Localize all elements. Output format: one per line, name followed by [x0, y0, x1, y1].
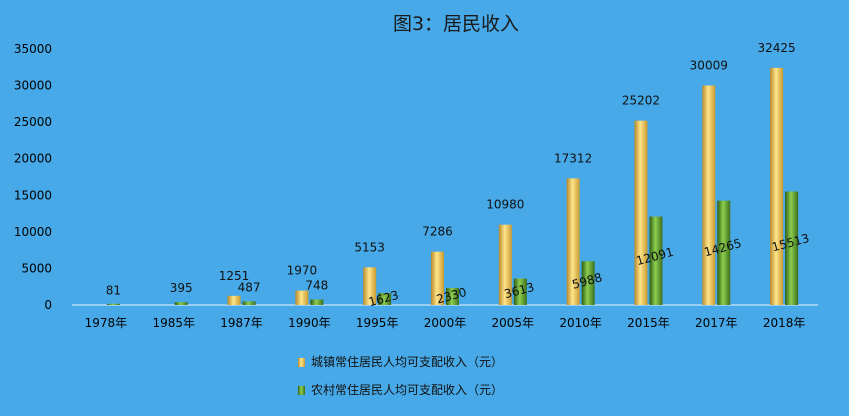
bar-rural	[378, 293, 392, 305]
chart-title: 图3：居民收入	[393, 13, 519, 35]
y-tick-label: 5000	[21, 261, 52, 275]
bar-urban	[295, 290, 309, 305]
x-tick-label: 2010年	[559, 316, 602, 330]
bar-rural	[785, 191, 799, 305]
x-tick-label: 1995年	[356, 316, 399, 330]
bar-urban	[227, 295, 241, 305]
legend: 城镇常住居民人均可支配收入（元） 农村常住居民人均可支配收入（元）	[298, 355, 503, 397]
x-tick-label: 1987年	[220, 316, 263, 330]
bar-urban	[498, 224, 512, 305]
bar-urban	[770, 67, 784, 305]
y-axis: 0 5000 10000 15000 20000 25000 30000 35000	[14, 42, 52, 312]
y-tick-label: 10000	[14, 225, 52, 239]
data-label-rural: 81	[106, 283, 121, 297]
data-label-urban: 30009	[690, 59, 728, 73]
x-tick-label: 2005年	[492, 316, 535, 330]
legend-label-urban: 城镇常住居民人均可支配收入（元）	[311, 355, 503, 369]
x-axis: 1978年 1985年 1987年 1990年 1995年 2000年 2005年 2010年…	[85, 316, 806, 330]
bar-rural	[513, 278, 527, 305]
bar-rural	[649, 216, 663, 305]
bars: 81 39512514871970748515316237286233010980…	[106, 41, 811, 309]
data-label-rural: 748	[305, 279, 328, 293]
bar-rural	[717, 200, 731, 305]
bar-rural	[174, 302, 188, 305]
data-label-urban: 32425	[757, 41, 795, 55]
y-tick-label: 35000	[14, 42, 52, 56]
x-tick-label: 2015年	[627, 316, 670, 330]
bar-rural	[581, 261, 595, 305]
legend-swatch-rural	[298, 386, 305, 395]
data-label-urban: 5153	[354, 240, 385, 254]
bar-urban	[363, 267, 377, 305]
bar-urban	[431, 251, 444, 305]
bar-urban	[634, 120, 648, 305]
bar-urban	[702, 85, 716, 305]
y-tick-label: 25000	[14, 115, 52, 129]
y-tick-label: 15000	[14, 188, 52, 202]
y-tick-label: 0	[44, 298, 52, 312]
data-label-rural: 395	[170, 281, 193, 295]
x-tick-label: 2018年	[763, 316, 806, 330]
data-label-urban: 7286	[422, 225, 453, 239]
x-tick-label: 1990年	[288, 316, 331, 330]
x-tick-label: 2017年	[695, 316, 738, 330]
x-tick-label: 2000年	[424, 316, 467, 330]
data-label-urban: 1970	[287, 264, 318, 278]
bar-rural	[242, 301, 256, 305]
data-label-urban: 10980	[486, 198, 524, 212]
legend-swatch-urban	[298, 358, 305, 367]
data-label-urban: 1251	[219, 269, 250, 283]
y-tick-label: 30000	[14, 79, 52, 93]
y-tick-label: 20000	[14, 152, 52, 166]
x-tick-label: 1978年	[85, 316, 128, 330]
bar-urban	[566, 178, 580, 305]
data-label-rural: 487	[238, 280, 261, 294]
bar-rural	[310, 299, 324, 305]
x-tick-label: 1985年	[152, 316, 195, 330]
bar-rural	[446, 287, 459, 305]
bar-rural	[106, 303, 120, 305]
data-label-urban: 25202	[622, 94, 660, 108]
legend-label-rural: 农村常住居民人均可支配收入（元）	[311, 383, 503, 397]
data-label-urban: 17312	[554, 151, 592, 165]
